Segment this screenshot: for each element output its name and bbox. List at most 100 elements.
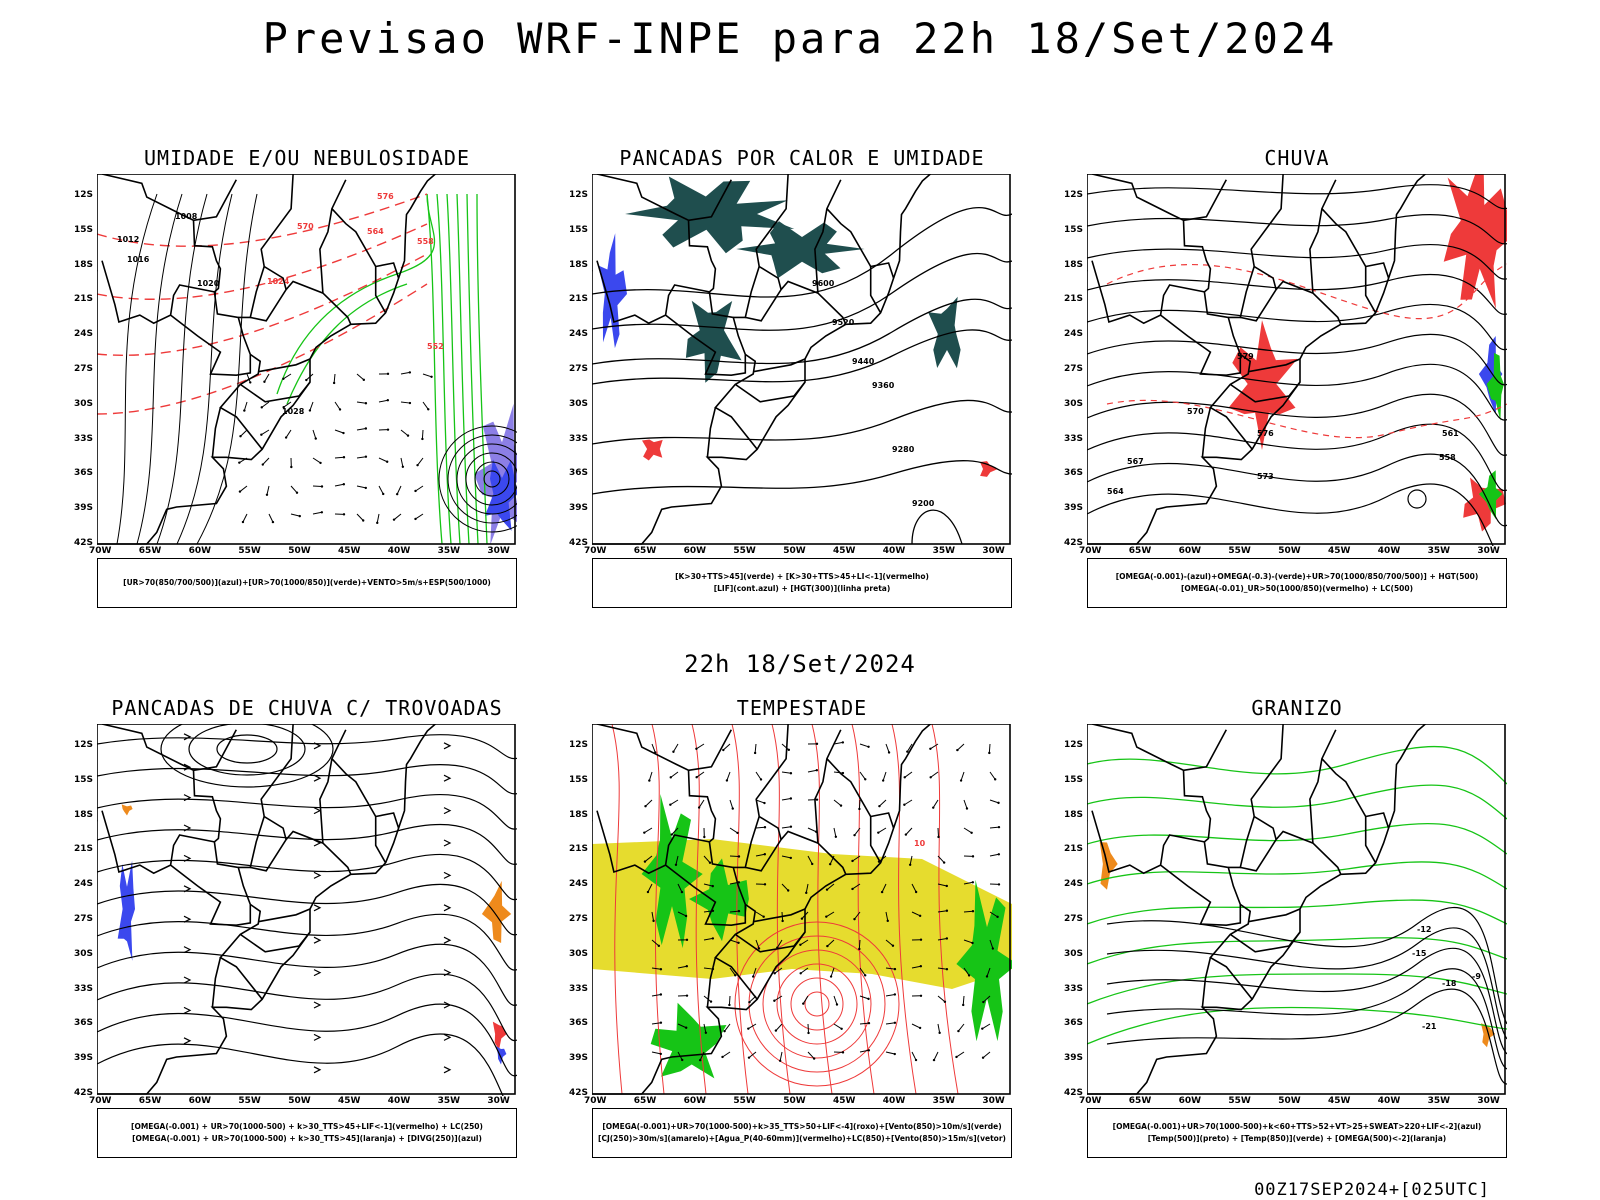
longitude-tick-label: 55W <box>238 1096 261 1106</box>
wind-vector-head <box>238 490 242 493</box>
longitude-tick-label: 35W <box>932 1096 956 1106</box>
longitude-tick-label: 50W <box>1278 546 1301 556</box>
geopotential-contour <box>1087 303 1507 351</box>
geopotential-contour <box>1087 274 1507 315</box>
wind-vector-head <box>737 855 741 858</box>
longitude-tick-label: 65W <box>633 546 657 556</box>
wind-vector-head <box>988 751 991 755</box>
wind-vector <box>240 429 248 437</box>
stream-arrow <box>183 854 192 862</box>
stream-arrow <box>313 936 322 944</box>
wind-vector <box>415 485 424 492</box>
latitude-tick-label: 18S <box>568 259 588 270</box>
longitude-tick-label: 55W <box>733 1096 756 1106</box>
contour-label: 564 <box>367 227 384 236</box>
wind-vector <box>334 429 344 434</box>
state-border <box>239 931 311 953</box>
wind-vector-head <box>815 742 819 746</box>
latitude-axis: 12S 15S 18S 21S 24S 27S 30S 33S 36S 39S 42S <box>69 724 95 1098</box>
convection-area-green <box>625 176 795 254</box>
wind-vector <box>378 399 388 403</box>
wind-vector <box>982 1051 991 1059</box>
streamline <box>97 1033 504 1096</box>
wind-vector <box>677 965 687 969</box>
wind-vector-head <box>815 769 819 772</box>
streamline-850 <box>931 724 959 1095</box>
temperature-850-contour <box>1087 1006 1507 1045</box>
wind-vector-head <box>878 804 881 808</box>
state-border <box>745 280 847 325</box>
map-frame <box>592 174 1011 545</box>
wind-vector-head <box>789 772 793 775</box>
stream-arrow <box>183 1006 192 1014</box>
contour-label: 1012 <box>117 235 139 244</box>
wind-vector-head <box>685 994 689 997</box>
latitude-tick-label: 27S <box>1063 364 1083 374</box>
state-border <box>319 729 347 844</box>
longitude-axis: 70W 65W 60W 55W 50W 45W 40W 35W 30W <box>584 546 1012 558</box>
model-run-label: 00Z17SEP2024+[025UTC] <box>1254 1180 1490 1200</box>
convergence-contour <box>1106 399 1507 439</box>
wind-vector-head <box>753 751 757 755</box>
wind-vector-head <box>685 938 689 942</box>
latitude-tick-label: 21S <box>1063 844 1083 855</box>
longitude-tick-label: 70W <box>1079 1096 1102 1106</box>
wind-vector-head <box>864 778 867 781</box>
longitude-tick-label: 65W <box>138 1096 162 1106</box>
wind-vector-head <box>763 826 767 829</box>
contour-label: 564 <box>1107 487 1124 496</box>
legend-granizo: [OMEGA(-0.001)+UR>70(1000-500)+k<60+TTS>… <box>1087 1108 1507 1158</box>
state-border <box>734 381 806 403</box>
wind-vector <box>932 799 939 808</box>
temperature-500-contour <box>1106 968 1507 1070</box>
legend-line: [OMEGA(-0.001)+UR>70(1000-500)+k<60+TTS>… <box>1112 1122 1482 1131</box>
latitude-tick-label: 18S <box>1063 809 1083 820</box>
state-border <box>596 724 717 843</box>
latitude-tick-label: 39S <box>73 503 93 514</box>
wind-vector-head <box>408 371 412 374</box>
state-border <box>1091 174 1212 293</box>
wind-vector <box>393 513 402 521</box>
wind-vector-head <box>841 771 845 775</box>
latitude-tick-label: 12S <box>73 740 93 750</box>
wind-vector <box>989 939 994 949</box>
latitude-tick-label: 30S <box>568 398 588 409</box>
wind-vector <box>755 799 765 804</box>
wind-vector-head <box>722 748 725 752</box>
wind-area-green <box>689 858 749 942</box>
state-border <box>219 903 263 1000</box>
longitude-axis: 70W 65W 60W 55W 50W 45W 40W 35W 30W <box>584 1096 1012 1108</box>
wind-vector <box>885 939 894 947</box>
wind-vector-head <box>971 910 975 913</box>
wind-vector <box>415 513 424 520</box>
latitude-tick-label: 39S <box>1063 503 1083 514</box>
state-border <box>211 407 222 458</box>
wind-vector-head <box>751 975 755 978</box>
latitude-tick-label: 24S <box>73 879 93 890</box>
geopotential-contour <box>592 252 1012 331</box>
wind-vector <box>911 1051 917 1061</box>
wind-vector <box>982 1023 991 1030</box>
wind-vector-head <box>918 1026 922 1030</box>
wind-vector-head <box>723 1029 726 1033</box>
wind-vector-head <box>957 1029 960 1033</box>
wind-vector <box>651 939 660 947</box>
state-border <box>1228 816 1255 869</box>
wind-vector-head <box>971 881 975 884</box>
wind-vector-head <box>364 486 367 490</box>
wind-vector <box>911 965 921 969</box>
pressure-contour <box>176 193 233 545</box>
longitude-tick-label: 45W <box>1328 1096 1351 1106</box>
longitude-tick-label: 35W <box>1427 1096 1451 1106</box>
wind-vector-head <box>887 751 891 754</box>
wind-vector-head <box>789 856 792 860</box>
longitude-tick-label: 60W <box>188 1096 212 1106</box>
state-border <box>688 729 733 772</box>
latitude-tick-label: 21S <box>1063 294 1083 305</box>
wind-vector-head <box>853 833 856 837</box>
wind-vector-head <box>762 915 765 918</box>
wind-vector-head <box>747 1027 750 1030</box>
wind-vector-head <box>840 1027 843 1030</box>
state-border <box>1201 957 1212 1008</box>
latitude-tick-label: 39S <box>1063 1053 1083 1064</box>
